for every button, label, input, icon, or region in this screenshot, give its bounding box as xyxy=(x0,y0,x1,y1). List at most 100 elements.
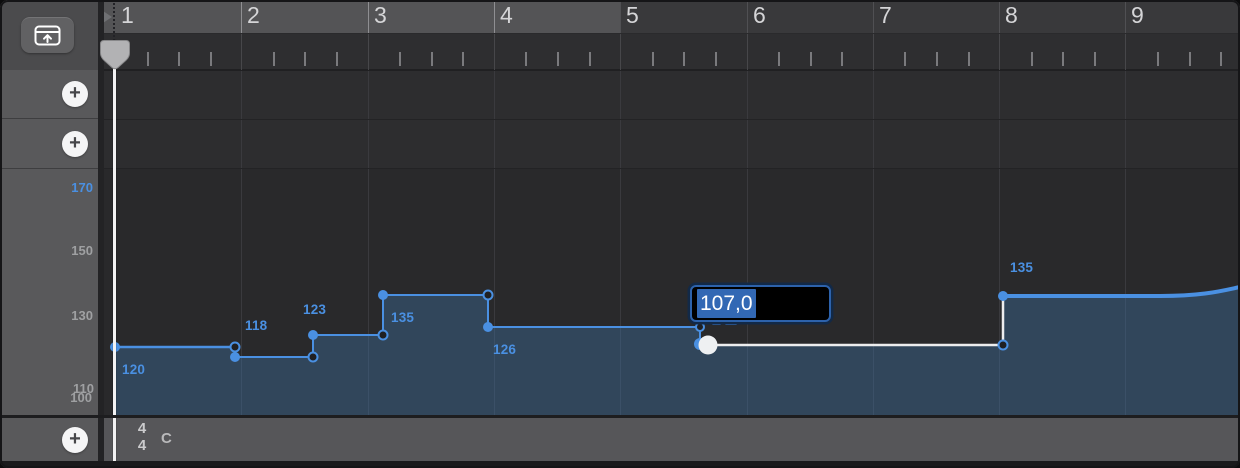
beat-tick xyxy=(936,52,938,66)
tempo-segment-118[interactable] xyxy=(234,347,313,358)
lane-separator xyxy=(104,119,1240,120)
beat-tick xyxy=(304,52,306,66)
ruler-bar-number: 2 xyxy=(247,2,260,28)
tempo-point-118[interactable] xyxy=(230,352,240,362)
playhead-ruler-dotted-line xyxy=(113,0,115,41)
ruler-bar-line xyxy=(620,0,621,33)
ruler-bar-line xyxy=(873,0,874,33)
tempo-point-selected-handle[interactable] xyxy=(698,335,718,355)
ruler-bar-line xyxy=(747,0,748,33)
beat-tick xyxy=(1094,52,1096,66)
tempo-point-126[interactable] xyxy=(483,322,493,332)
tempo-scale-170: 170 xyxy=(71,180,93,195)
bar-gridline xyxy=(494,71,495,415)
tempo-node-open[interactable] xyxy=(377,329,389,341)
ruler-bar-line xyxy=(999,34,1000,70)
tempo-scale-130: 130 xyxy=(71,308,93,323)
beat-tick xyxy=(462,52,464,66)
bar-gridline xyxy=(620,71,621,415)
beat-tick xyxy=(1062,52,1064,66)
obscured-label-fragment xyxy=(725,322,737,325)
tempo-label-135-end: 135 xyxy=(1010,260,1034,275)
tempo-label-126: 126 xyxy=(493,342,517,357)
ruler-bar-number: 1 xyxy=(121,2,134,28)
divider xyxy=(0,168,98,169)
ruler-bar-line xyxy=(1125,0,1126,33)
tempo-label-135: 135 xyxy=(391,310,415,325)
tempo-node-open[interactable] xyxy=(229,341,241,353)
ruler-bar-line xyxy=(873,34,874,70)
bar-gridline xyxy=(873,71,874,415)
tempo-node-open[interactable] xyxy=(482,289,494,301)
tempo-scale-110: 110 xyxy=(73,381,94,396)
bar-gridline xyxy=(747,71,748,415)
global-tracks-header-area: + + 170 150 130 110 100 + xyxy=(0,70,98,468)
beat-tick xyxy=(336,52,338,66)
ruler-bar-line xyxy=(241,34,242,70)
beat-tick xyxy=(968,52,970,66)
beat-tick xyxy=(557,52,559,66)
time-signature-denominator: 4 xyxy=(137,437,147,454)
ruler-bar-line xyxy=(747,34,748,70)
ruler-bar-number: 9 xyxy=(1131,2,1144,28)
ruler-bar-line xyxy=(620,34,621,70)
playhead-handle[interactable] xyxy=(99,40,131,70)
tempo-point-123[interactable] xyxy=(308,330,318,340)
tempo-node-open[interactable] xyxy=(997,339,1009,351)
ruler-bar-number: 4 xyxy=(500,2,513,28)
add-track-button-1[interactable]: + xyxy=(62,81,88,107)
beat-tick xyxy=(589,52,591,66)
add-signature-button[interactable]: + xyxy=(62,427,88,453)
add-track-button-2[interactable]: + xyxy=(62,131,88,157)
ruler-bar-line xyxy=(494,34,495,70)
beat-tick xyxy=(147,52,149,66)
ruler-bar-line xyxy=(368,0,369,33)
panel-up-arrow-icon xyxy=(34,25,61,46)
global-track-lane-2[interactable] xyxy=(104,119,1240,168)
ruler-highlight-region[interactable] xyxy=(104,0,620,33)
tempo-label-123: 123 xyxy=(303,302,327,317)
tempo-segment-135-end[interactable] xyxy=(1003,285,1240,298)
ruler-bar-number: 6 xyxy=(753,2,766,28)
bar-gridline xyxy=(1125,71,1126,415)
tempo-label-120: 120 xyxy=(122,362,146,377)
ruler-bar-line xyxy=(368,34,369,70)
beat-tick xyxy=(431,52,433,66)
divider xyxy=(0,118,98,119)
beat-tick xyxy=(178,52,180,66)
global-track-lane-1[interactable] xyxy=(104,71,1240,119)
time-signature-numerator: 4 xyxy=(137,420,147,437)
tempo-value-input[interactable]: 107,0 xyxy=(690,285,831,322)
tempo-scale-150: 150 xyxy=(71,243,93,258)
beat-tick xyxy=(399,52,401,66)
beat-tick xyxy=(810,52,812,66)
tempo-segment-126[interactable] xyxy=(487,295,700,328)
lane-separator xyxy=(104,168,1240,169)
beat-tick xyxy=(1157,52,1159,66)
ruler-bar-line xyxy=(494,0,495,33)
tempo-curve-canvas[interactable] xyxy=(103,168,1240,415)
hide-global-tracks-button[interactable] xyxy=(21,17,74,53)
playhead-line[interactable] xyxy=(113,40,116,461)
beat-tick xyxy=(210,52,212,66)
signature-track-lane[interactable] xyxy=(104,418,1240,461)
beat-tick xyxy=(778,52,780,66)
tempo-node-open[interactable] xyxy=(695,322,705,332)
beat-tick xyxy=(904,52,906,66)
beat-tick xyxy=(1189,52,1191,66)
bar-gridline xyxy=(999,71,1000,415)
beat-tick xyxy=(525,52,527,66)
tempo-scale-100: 100 xyxy=(70,390,92,405)
ruler-tick-band[interactable] xyxy=(104,33,1240,71)
ruler-bar-number: 8 xyxy=(1005,2,1018,28)
lane-separator xyxy=(0,415,1240,418)
tempo-node-open[interactable] xyxy=(307,351,319,363)
tempo-point-135[interactable] xyxy=(378,290,388,300)
tempo-point-135-end[interactable] xyxy=(998,291,1008,301)
obscured-label-fragment xyxy=(712,322,721,325)
beat-tick xyxy=(273,52,275,66)
tempo-curve-fill xyxy=(115,287,1240,415)
beat-tick xyxy=(652,52,654,66)
beat-tick xyxy=(841,52,843,66)
